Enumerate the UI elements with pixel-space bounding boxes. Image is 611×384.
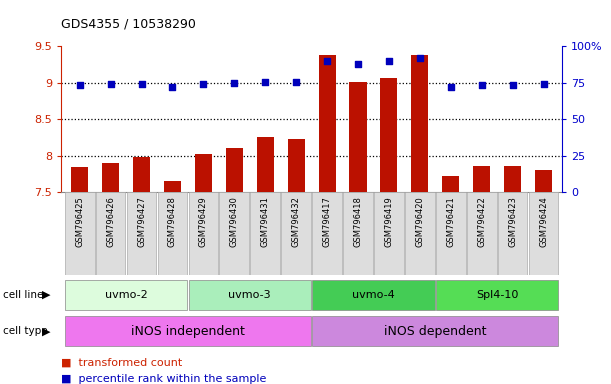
Text: ▶: ▶ [42,326,50,336]
Bar [381,78,397,192]
Text: GSM796428: GSM796428 [168,196,177,247]
Point [106,81,115,87]
Text: GSM796418: GSM796418 [354,196,362,247]
Point [384,58,394,64]
Point [260,79,270,85]
Bar [442,176,459,192]
Point [353,61,363,67]
Text: cell type: cell type [3,326,48,336]
Bar [411,55,428,192]
Bar [343,192,373,275]
Text: cell line: cell line [3,290,43,300]
Text: GSM796419: GSM796419 [384,196,393,247]
Bar [374,192,404,275]
Text: GSM796420: GSM796420 [415,196,425,247]
Bar [318,55,335,192]
Bar [436,280,558,310]
Bar [226,148,243,192]
Text: uvmo-2: uvmo-2 [104,290,147,300]
Bar [467,192,497,275]
Point [291,79,301,85]
Text: GSM796430: GSM796430 [230,196,239,247]
Bar [219,192,249,275]
Text: GSM796417: GSM796417 [323,196,332,247]
Text: GDS4355 / 10538290: GDS4355 / 10538290 [61,18,196,31]
Text: GSM796427: GSM796427 [137,196,146,247]
Bar [65,192,95,275]
Point [199,81,208,87]
Bar [96,192,125,275]
Bar [349,82,367,192]
Bar [281,192,311,275]
Bar [251,192,280,275]
Bar [312,192,342,275]
Bar [288,139,305,192]
Text: GSM796432: GSM796432 [291,196,301,247]
Text: GSM796424: GSM796424 [539,196,548,247]
Bar [164,181,181,192]
Bar [158,192,188,275]
Point [477,83,486,89]
Point [539,81,549,87]
Bar [102,163,119,192]
Text: ▶: ▶ [42,290,50,300]
Text: iNOS independent: iNOS independent [131,325,245,338]
Text: ■  percentile rank within the sample: ■ percentile rank within the sample [61,374,266,384]
Bar [312,316,558,346]
Text: Spl4-10: Spl4-10 [476,290,518,300]
Bar [535,170,552,192]
Point [229,79,239,86]
Text: uvmo-4: uvmo-4 [352,290,395,300]
Bar [189,192,218,275]
Point [322,58,332,64]
Bar [189,280,311,310]
Text: GSM796429: GSM796429 [199,196,208,247]
Bar [436,192,466,275]
Bar [473,167,490,192]
Bar [195,154,212,192]
Bar [65,280,188,310]
Text: GSM796425: GSM796425 [75,196,84,247]
Point [137,81,147,87]
Bar [504,166,521,192]
Bar [126,192,156,275]
Text: GSM796426: GSM796426 [106,196,115,247]
Text: uvmo-3: uvmo-3 [229,290,271,300]
Bar [498,192,527,275]
Text: GSM796422: GSM796422 [477,196,486,247]
Point [75,83,84,89]
Bar [65,316,311,346]
Bar [405,192,434,275]
Bar [312,280,434,310]
Point [446,84,456,90]
Text: GSM796421: GSM796421 [446,196,455,247]
Bar [529,192,558,275]
Point [167,84,177,90]
Bar [133,157,150,192]
Point [508,83,518,89]
Point [415,55,425,61]
Bar [71,167,88,192]
Text: GSM796423: GSM796423 [508,196,517,247]
Text: ■  transformed count: ■ transformed count [61,358,182,368]
Text: GSM796431: GSM796431 [261,196,269,247]
Bar [257,137,274,192]
Text: iNOS dependent: iNOS dependent [384,325,486,338]
